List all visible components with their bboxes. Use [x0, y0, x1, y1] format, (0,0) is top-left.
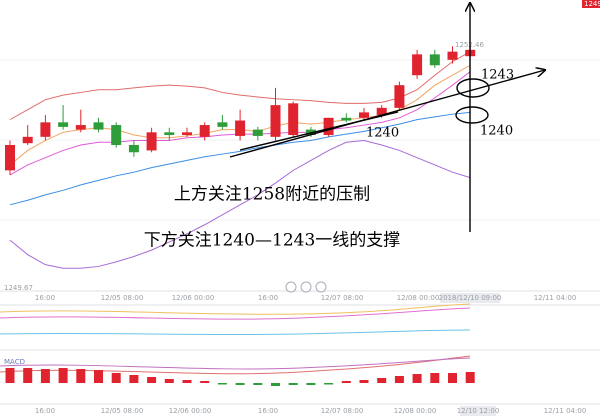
macd-bar	[359, 380, 369, 383]
time-label: 12/08 00:00	[394, 407, 437, 415]
macd-bar	[40, 369, 50, 383]
candle-body	[58, 122, 69, 127]
candle-body	[199, 125, 210, 137]
macd-bar	[200, 381, 210, 383]
indicator-line	[9, 111, 471, 206]
candle-body	[22, 136, 33, 144]
candle-body	[376, 107, 387, 116]
macd-bar	[306, 383, 316, 385]
price-tag	[582, 0, 600, 8]
candle-body	[235, 120, 246, 136]
macd-bar	[235, 383, 245, 385]
candle-body	[447, 51, 458, 60]
macd-bar	[253, 383, 263, 385]
candle-body	[288, 103, 299, 136]
level-label: 1240	[480, 124, 513, 139]
macd-bar	[430, 373, 440, 383]
time-label: 12/11 04:00	[544, 407, 587, 415]
macd-bar	[465, 372, 475, 383]
time-label: 12/07 08:00	[321, 294, 364, 302]
zoom-controls[interactable]	[285, 281, 327, 293]
macd-bar	[217, 383, 227, 385]
candle-body	[323, 117, 334, 136]
macd-bar	[129, 375, 139, 383]
macd-bar	[271, 383, 280, 386]
macd-bar	[58, 368, 68, 383]
indicator-lines	[0, 303, 471, 375]
macd-bar	[164, 379, 174, 383]
macd-bar	[341, 381, 351, 383]
candle-body	[359, 112, 369, 118]
indicator-line	[9, 139, 471, 269]
annotation: 上方关注1258附近的压制	[174, 185, 370, 205]
time-label: 12/10 12:00	[457, 407, 500, 415]
candle-body	[252, 129, 263, 136]
candle-body	[111, 125, 122, 145]
time-label: 16:00	[35, 407, 55, 415]
level-label: 1243	[481, 68, 514, 83]
time-label: 12/07 08:00	[321, 407, 364, 415]
candle-body	[93, 122, 104, 130]
candle-body	[217, 122, 228, 127]
macd-bar	[394, 376, 404, 383]
macd-bar	[5, 368, 15, 383]
macd-bar	[111, 373, 121, 383]
macd-bar	[324, 383, 334, 385]
time-label: 16:00	[258, 294, 278, 302]
time-label: 12/08 00:00	[397, 294, 440, 302]
candle-body	[270, 105, 281, 137]
candle-body	[5, 145, 15, 171]
level-label: 1240	[366, 126, 399, 141]
time-highlight	[440, 293, 500, 303]
time-label: 16:00	[258, 407, 278, 415]
time-label: 12/06 00:00	[172, 294, 215, 302]
time-label: 12/05 08:00	[101, 407, 144, 415]
macd-label: MACD	[4, 358, 25, 366]
macd-bar	[448, 373, 457, 383]
macd-bar	[377, 378, 387, 383]
annotation: 下方关注1240—1243一线的支撑	[144, 231, 401, 251]
macd-bar	[76, 369, 86, 383]
time-label: 16:00	[35, 294, 55, 302]
macd-bar	[94, 370, 103, 383]
candle-body	[146, 132, 157, 151]
candle-body	[40, 122, 51, 137]
time-label: 12/06 00:00	[169, 407, 212, 415]
macd-bar	[412, 374, 422, 383]
candle-body	[429, 54, 440, 66]
time-label: 2018/12/10 09:00	[439, 294, 502, 302]
macd-bar	[182, 380, 192, 383]
macd-bar	[23, 368, 33, 383]
price-label: 1249	[584, 0, 600, 8]
candle-body	[75, 125, 86, 130]
candle-body	[182, 132, 192, 136]
annotation-shapes	[229, 3, 545, 232]
candle-body	[412, 54, 423, 76]
macd-bar	[288, 383, 298, 385]
grid	[0, 59, 600, 405]
candle-body	[164, 132, 175, 136]
time-label: 12/11 04:00	[534, 294, 577, 302]
candle-body	[394, 85, 405, 108]
price-label: 1249.67	[4, 284, 33, 292]
time-highlight	[460, 406, 496, 416]
macd-bar	[147, 377, 157, 383]
candle-body	[341, 117, 352, 121]
time-label: 12/05 08:00	[101, 294, 144, 302]
candle-body	[128, 145, 139, 153]
indicator-line	[9, 51, 471, 121]
